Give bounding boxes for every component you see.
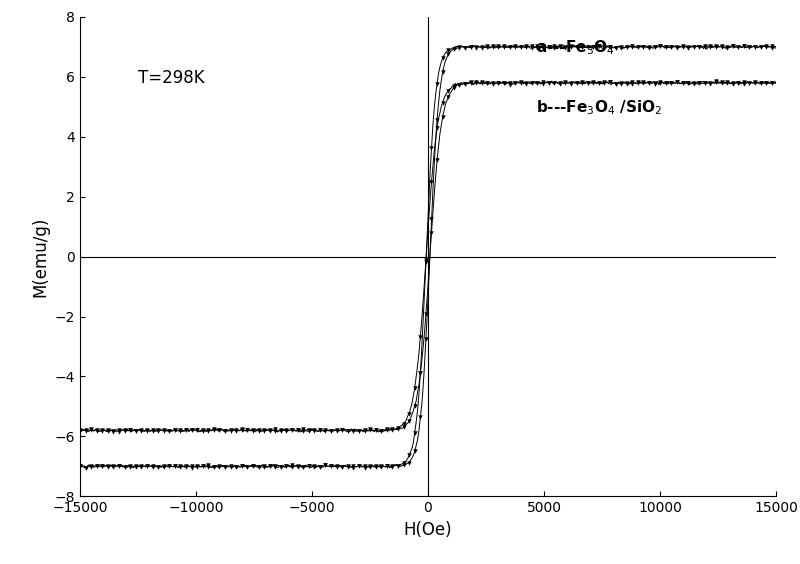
Y-axis label: M(emu/g): M(emu/g) [31, 217, 49, 297]
Text: a---Fe$_3$O$_4$: a---Fe$_3$O$_4$ [536, 38, 614, 57]
Text: b---Fe$_3$O$_4$ /SiO$_2$: b---Fe$_3$O$_4$ /SiO$_2$ [536, 98, 662, 117]
Text: T=298K: T=298K [138, 69, 205, 87]
X-axis label: H(Oe): H(Oe) [404, 521, 452, 539]
